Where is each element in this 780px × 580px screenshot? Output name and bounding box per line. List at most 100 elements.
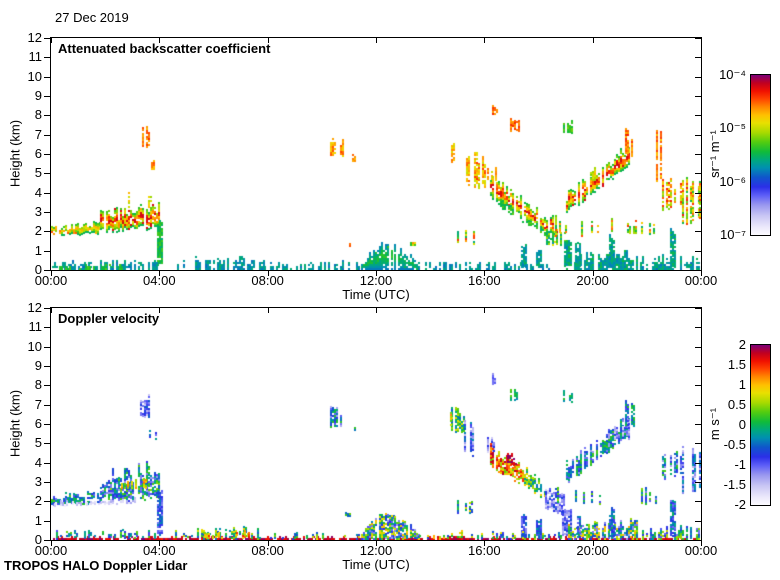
y-tick-label: 9 xyxy=(34,358,42,373)
y-tick-mark xyxy=(695,173,701,175)
x-tick-mark xyxy=(592,38,594,43)
backscatter-colorbar xyxy=(750,74,771,236)
x-tick-label: 00:00 xyxy=(684,273,718,288)
x-tick-mark xyxy=(592,271,594,276)
y-tick-label: 5 xyxy=(34,435,42,451)
velocity-x-axis-label: Time (UTC) xyxy=(342,557,410,572)
x-tick-label: 04:00 xyxy=(143,543,176,558)
x-tick-mark xyxy=(376,541,377,546)
x-tick-mark xyxy=(484,541,486,546)
y-tick-mark xyxy=(44,192,50,194)
y-tick-label: 1 xyxy=(34,242,42,258)
y-tick-mark xyxy=(695,192,701,194)
y-tick-mark xyxy=(44,366,50,367)
y-tick-mark xyxy=(695,57,701,59)
x-tick-mark xyxy=(51,541,52,546)
x-tick-mark xyxy=(159,541,161,546)
x-tick-mark xyxy=(701,541,702,546)
y-tick-mark xyxy=(695,212,701,213)
x-tick-mark xyxy=(267,38,269,43)
x-tick-mark xyxy=(484,271,486,276)
y-tick-label: 5 xyxy=(34,165,42,181)
colorbar-tick-label: 10⁻⁵ xyxy=(719,120,746,136)
y-tick-mark xyxy=(44,540,50,541)
y-tick-mark xyxy=(44,443,50,445)
y-tick-mark xyxy=(695,231,701,233)
y-tick-label: 0 xyxy=(34,532,42,547)
y-tick-mark xyxy=(695,424,701,425)
x-tick-mark xyxy=(376,308,377,313)
x-tick-label: 20:00 xyxy=(576,543,609,558)
x-tick-label: 12:00 xyxy=(359,543,393,558)
y-tick-mark xyxy=(44,212,50,213)
colorbar-tick-label: 10⁻⁷ xyxy=(719,227,746,242)
y-tick-mark xyxy=(695,308,701,309)
y-tick-mark xyxy=(695,76,701,78)
y-tick-mark xyxy=(695,154,701,155)
y-tick-label: 2 xyxy=(34,223,42,239)
y-tick-mark xyxy=(695,96,701,97)
y-tick-label: 8 xyxy=(34,107,42,123)
colorbar-tick-label: 1.5 xyxy=(727,357,746,372)
y-tick-label: 11 xyxy=(28,319,43,335)
y-tick-mark xyxy=(695,385,701,387)
y-tick-mark xyxy=(44,404,50,406)
y-tick-mark xyxy=(695,327,701,329)
colorbar-tick-label: -1 xyxy=(734,457,746,472)
y-tick-label: 4 xyxy=(34,184,42,200)
y-tick-mark xyxy=(695,346,701,348)
y-tick-mark xyxy=(695,404,701,406)
colorbar-tick-label: 1 xyxy=(738,377,746,392)
colorbar-tick-label: 0.5 xyxy=(727,397,746,412)
y-tick-label: 12 xyxy=(27,30,42,45)
x-tick-mark xyxy=(592,308,594,313)
y-tick-mark xyxy=(695,443,701,445)
x-tick-label: 00:00 xyxy=(34,543,68,558)
y-tick-mark xyxy=(695,540,701,541)
y-tick-mark xyxy=(695,38,701,39)
y-tick-label: 6 xyxy=(34,416,42,431)
y-tick-mark xyxy=(44,424,50,425)
backscatter-heatmap-canvas xyxy=(51,38,701,270)
y-tick-label: 12 xyxy=(27,300,42,315)
x-tick-mark xyxy=(592,541,594,546)
instrument-footer: TROPOS HALO Doppler Lidar xyxy=(4,558,188,573)
x-tick-label: 00:00 xyxy=(34,273,68,288)
y-tick-mark xyxy=(44,38,50,39)
x-tick-mark xyxy=(701,308,702,313)
y-tick-mark xyxy=(44,231,50,233)
y-tick-label: 10 xyxy=(27,338,42,354)
velocity-colorbar xyxy=(750,344,771,506)
x-tick-mark xyxy=(267,541,269,546)
y-tick-mark xyxy=(695,482,701,483)
y-tick-mark xyxy=(44,250,50,252)
y-tick-label: 11 xyxy=(28,49,43,65)
x-tick-label: 08:00 xyxy=(251,543,284,558)
y-tick-mark xyxy=(695,115,701,117)
colorbar-tick-label: -1.5 xyxy=(723,477,746,492)
y-tick-mark xyxy=(44,482,50,483)
colorbar-tick-label: 2 xyxy=(738,337,746,352)
backscatter-colorbar-gradient xyxy=(751,75,770,235)
x-tick-mark xyxy=(267,308,269,313)
y-tick-mark xyxy=(44,385,50,387)
x-tick-mark xyxy=(701,271,702,276)
y-tick-mark xyxy=(695,366,701,367)
x-tick-mark xyxy=(484,38,486,43)
y-tick-mark xyxy=(44,96,50,97)
backscatter-panel xyxy=(50,37,702,271)
y-tick-mark xyxy=(695,270,701,271)
y-tick-mark xyxy=(44,115,50,117)
colorbar-tick-label: 0 xyxy=(738,417,746,432)
y-tick-mark xyxy=(44,327,50,329)
y-tick-mark xyxy=(44,76,50,78)
y-tick-label: 3 xyxy=(34,204,42,219)
y-tick-label: 1 xyxy=(34,512,42,528)
y-tick-mark xyxy=(44,270,50,271)
y-tick-mark xyxy=(695,134,701,136)
backscatter-colorbar-unit: sr⁻¹ m⁻¹ xyxy=(707,130,722,178)
y-tick-mark xyxy=(44,57,50,59)
colorbar-tick-label: -0.5 xyxy=(723,437,746,452)
x-tick-mark xyxy=(51,38,52,43)
